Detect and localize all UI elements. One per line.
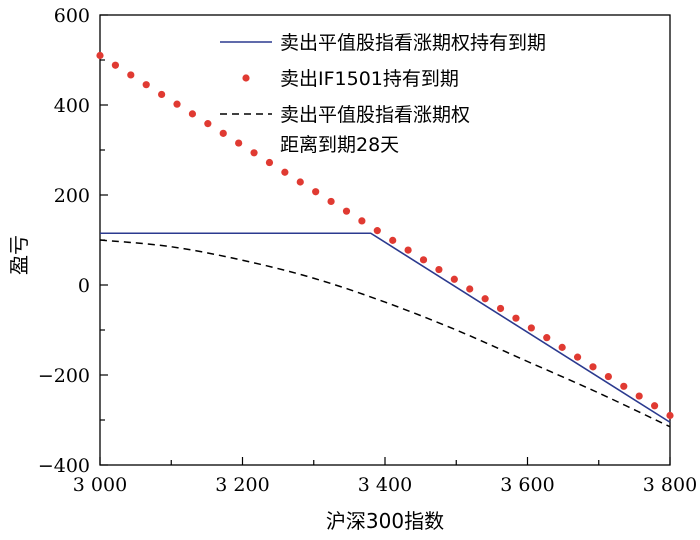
option-expiry-line bbox=[100, 232, 671, 423]
if1501-data-point bbox=[481, 295, 489, 303]
if1501-data-point bbox=[265, 158, 274, 167]
if1501-data-point bbox=[219, 129, 227, 137]
if1501-data-point bbox=[512, 314, 520, 322]
if1501-data-point bbox=[327, 197, 335, 206]
if1501-data-point bbox=[142, 81, 150, 89]
if1501-data-point bbox=[435, 265, 443, 274]
y-tick-label: 0 bbox=[78, 275, 90, 297]
legend-label: 卖出IF1501持有到期 bbox=[280, 68, 459, 90]
if1501-data-point bbox=[450, 275, 458, 283]
x-tick-label: 3 400 bbox=[358, 474, 412, 496]
option-28-days-line bbox=[99, 239, 671, 428]
series-layer bbox=[96, 51, 674, 428]
if1501-data-point bbox=[404, 246, 412, 254]
legend-label: 距离到期28天 bbox=[280, 134, 399, 156]
if1501-data-point bbox=[419, 256, 428, 264]
if1501-data-point bbox=[527, 324, 535, 332]
x-tick-label: 3 600 bbox=[500, 474, 554, 496]
if1501-data-point bbox=[604, 372, 612, 381]
if1501-data-point bbox=[188, 110, 197, 118]
if1501-data-point bbox=[358, 217, 366, 225]
x-tick-label: 3 000 bbox=[73, 474, 127, 496]
if1501-data-point bbox=[342, 207, 351, 215]
if1501-data-point bbox=[373, 227, 381, 235]
legend-label: 卖出平值股指看涨期权持有到期 bbox=[280, 32, 546, 54]
legend-key-dot bbox=[242, 74, 250, 82]
if1501-data-point bbox=[173, 100, 181, 108]
if1501-data-point bbox=[573, 353, 582, 361]
legend: 卖出平值股指看涨期权持有到期卖出IF1501持有到期卖出平值股指看涨期权距离到期… bbox=[220, 32, 546, 156]
legend-label: 卖出平值股指看涨期权 bbox=[280, 104, 470, 126]
y-tick-label: −200 bbox=[38, 365, 90, 387]
x-axis-title: 沪深300指数 bbox=[326, 509, 444, 533]
if1501-data-point bbox=[96, 51, 104, 60]
if1501-data-point bbox=[235, 139, 243, 147]
if1501-data-point bbox=[204, 120, 212, 128]
if1501-data-point bbox=[281, 168, 289, 176]
if1501-data-point bbox=[620, 382, 628, 390]
if1501-data-point bbox=[111, 61, 120, 69]
if1501-data-point bbox=[312, 188, 320, 196]
x-tick-label: 3 200 bbox=[215, 474, 269, 496]
x-tick-label: 3 800 bbox=[643, 474, 697, 496]
y-axis-title: 盈亏 bbox=[7, 235, 31, 275]
if1501-data-point bbox=[466, 285, 474, 293]
if1501-data-point bbox=[127, 71, 135, 79]
y-tick-label: 400 bbox=[54, 95, 90, 117]
if1501-data-point bbox=[650, 402, 659, 410]
if1501-data-point bbox=[496, 304, 505, 313]
if1501-data-point bbox=[666, 411, 674, 420]
y-tick-label: 200 bbox=[54, 185, 90, 207]
y-tick-label: 600 bbox=[54, 5, 90, 27]
if1501-data-point bbox=[250, 149, 258, 157]
if1501-data-point bbox=[589, 363, 597, 371]
if1501-data-point bbox=[158, 90, 166, 99]
if1501-data-point bbox=[296, 178, 304, 186]
y-tick-label: −400 bbox=[38, 455, 90, 477]
if1501-data-point bbox=[389, 236, 397, 244]
axis-ticks: 3 000 3 200 3 400 3 600 3 800 600 400 200 0 −200 −… bbox=[38, 5, 697, 496]
if1501-data-point bbox=[635, 392, 643, 400]
if1501-data-point bbox=[543, 334, 551, 342]
if1501-data-point bbox=[558, 343, 566, 351]
